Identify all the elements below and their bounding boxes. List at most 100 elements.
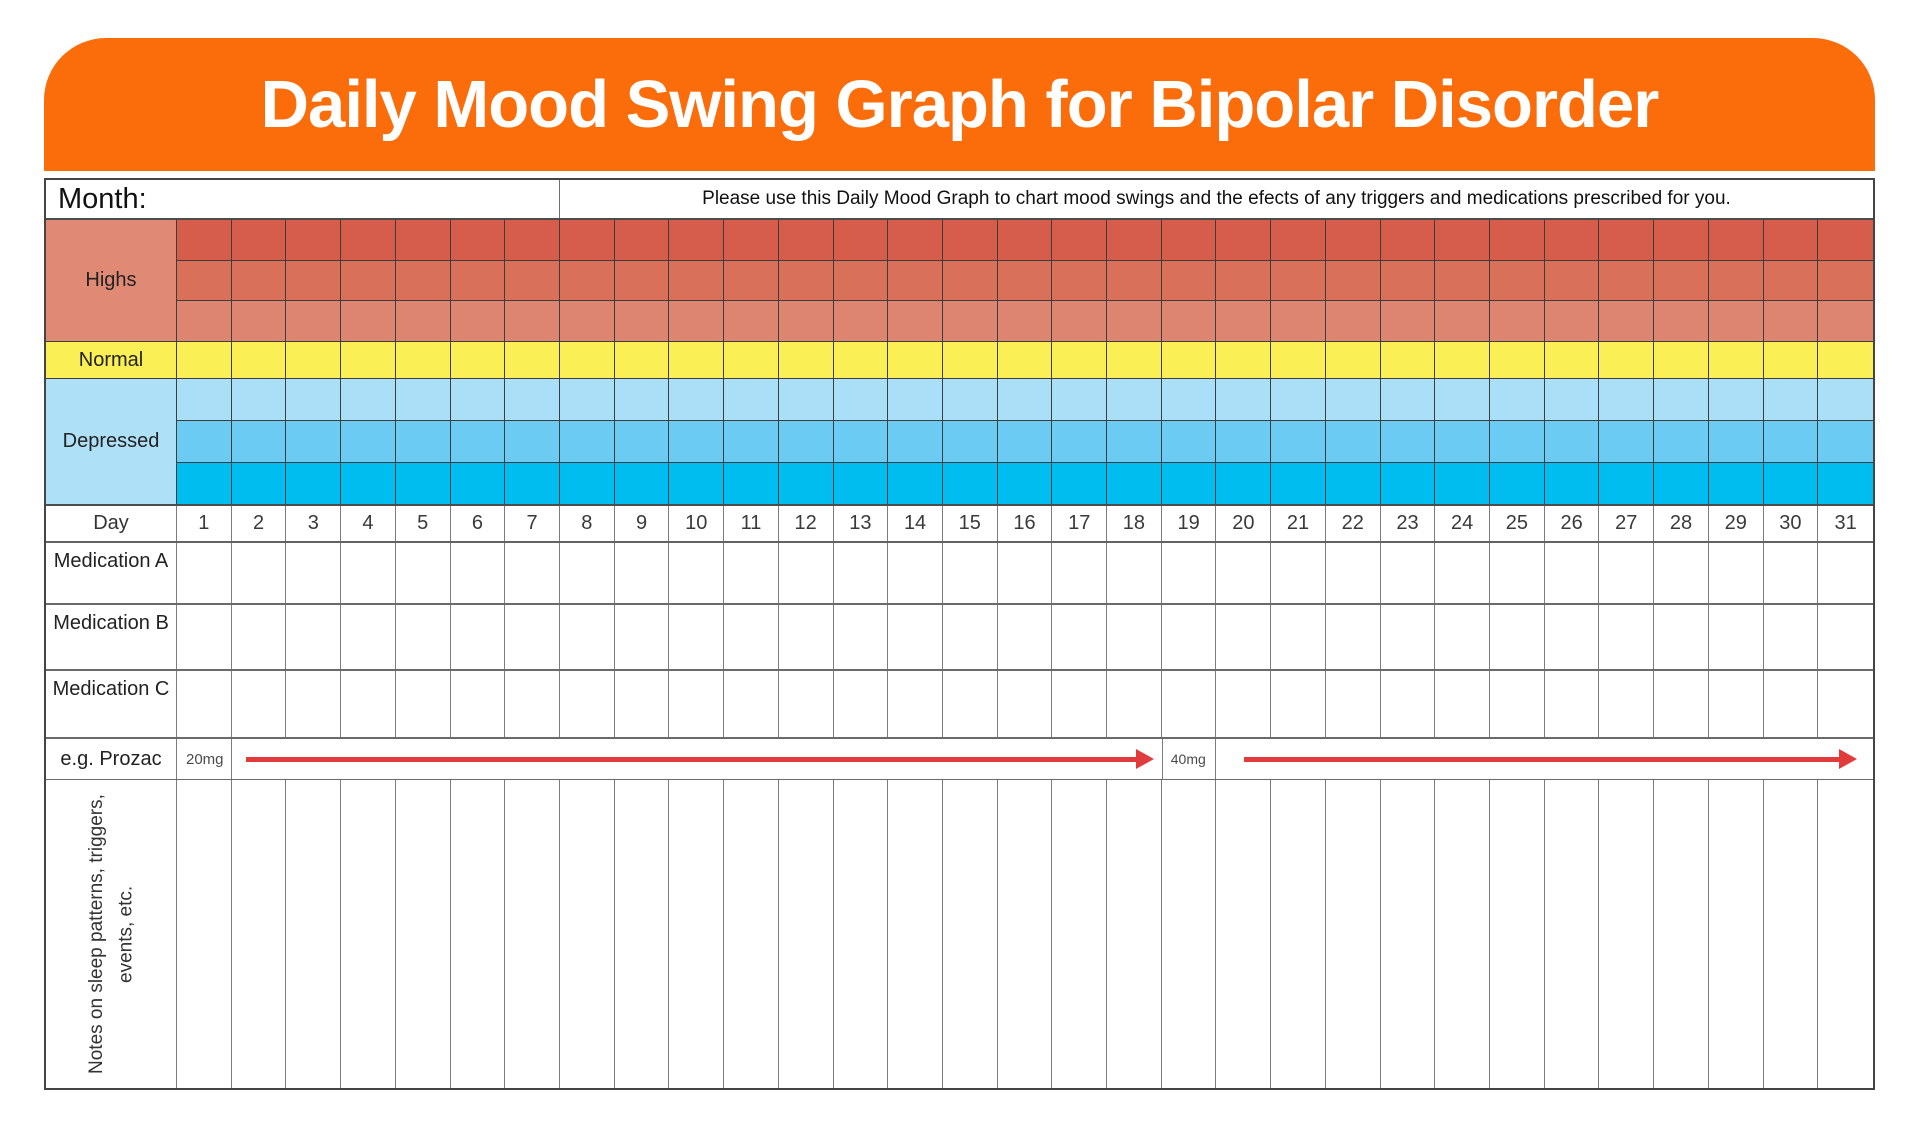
- mood-cell-normal[interactable]: [1435, 342, 1491, 378]
- medication-entry-cell[interactable]: [1435, 543, 1491, 603]
- mood-cell-depressed[interactable]: [1216, 463, 1272, 504]
- mood-cell-depressed[interactable]: [724, 463, 779, 504]
- mood-cell-high[interactable]: [943, 260, 998, 301]
- mood-cell-high[interactable]: [1326, 220, 1381, 260]
- mood-cell-depressed[interactable]: [177, 379, 232, 420]
- mood-cell-depressed[interactable]: [286, 421, 342, 462]
- mood-cell-depressed[interactable]: [1818, 463, 1873, 504]
- medication-entry-cell[interactable]: [341, 605, 396, 669]
- mood-cell-normal[interactable]: [724, 342, 779, 378]
- mood-cell-depressed[interactable]: [1326, 421, 1381, 462]
- mood-cell-depressed[interactable]: [451, 379, 506, 420]
- mood-cell-high[interactable]: [1764, 220, 1819, 260]
- mood-cell-high[interactable]: [341, 260, 396, 301]
- medication-entry-cell[interactable]: [1107, 543, 1162, 603]
- mood-cell-depressed[interactable]: [615, 421, 670, 462]
- mood-cell-high[interactable]: [1162, 260, 1217, 301]
- mood-cell-high[interactable]: [724, 301, 779, 342]
- notes-entry-cell[interactable]: [286, 780, 342, 1088]
- mood-cell-high[interactable]: [1326, 260, 1381, 301]
- mood-cell-high[interactable]: [1490, 260, 1545, 301]
- mood-cell-normal[interactable]: [779, 342, 834, 378]
- medication-entry-cell[interactable]: [1162, 543, 1217, 603]
- mood-cell-depressed[interactable]: [1107, 379, 1162, 420]
- medication-entry-cell[interactable]: [1107, 671, 1162, 737]
- mood-cell-high[interactable]: [943, 301, 998, 342]
- notes-entry-cell[interactable]: [779, 780, 834, 1088]
- mood-cell-normal[interactable]: [1216, 342, 1272, 378]
- mood-cell-high[interactable]: [1216, 220, 1272, 260]
- notes-entry-cell[interactable]: [1490, 780, 1545, 1088]
- mood-cell-normal[interactable]: [615, 342, 670, 378]
- medication-entry-cell[interactable]: [1764, 605, 1819, 669]
- medication-entry-cell[interactable]: [341, 671, 396, 737]
- medication-entry-cell[interactable]: [834, 671, 889, 737]
- notes-entry-cell[interactable]: [888, 780, 943, 1088]
- medication-entry-cell[interactable]: [1271, 543, 1326, 603]
- notes-entry-cell[interactable]: [1545, 780, 1600, 1088]
- mood-cell-high[interactable]: [1271, 301, 1326, 342]
- mood-cell-high[interactable]: [998, 260, 1053, 301]
- notes-entry-cell[interactable]: [1052, 780, 1108, 1088]
- medication-entry-cell[interactable]: [1545, 671, 1600, 737]
- medication-entry-cell[interactable]: [779, 543, 834, 603]
- medication-entry-cell[interactable]: [1271, 605, 1326, 669]
- mood-cell-high[interactable]: [341, 301, 396, 342]
- mood-cell-depressed[interactable]: [560, 379, 615, 420]
- medication-entry-cell[interactable]: [232, 543, 287, 603]
- mood-cell-high[interactable]: [232, 220, 287, 260]
- mood-cell-high[interactable]: [1709, 260, 1764, 301]
- mood-cell-high[interactable]: [505, 301, 560, 342]
- notes-entry-cell[interactable]: [1654, 780, 1709, 1088]
- medication-entry-cell[interactable]: [177, 605, 232, 669]
- mood-cell-depressed[interactable]: [998, 379, 1053, 420]
- medication-entry-cell[interactable]: [1381, 605, 1436, 669]
- mood-cell-depressed[interactable]: [1326, 463, 1381, 504]
- medication-entry-cell[interactable]: [1326, 543, 1381, 603]
- notes-entry-cell[interactable]: [1818, 780, 1873, 1088]
- medication-entry-cell[interactable]: [1052, 605, 1108, 669]
- mood-cell-normal[interactable]: [1052, 342, 1108, 378]
- mood-cell-high[interactable]: [834, 260, 889, 301]
- mood-cell-high[interactable]: [998, 301, 1053, 342]
- mood-cell-depressed[interactable]: [286, 379, 342, 420]
- mood-cell-high[interactable]: [451, 220, 506, 260]
- medication-entry-cell[interactable]: [1107, 605, 1162, 669]
- mood-cell-depressed[interactable]: [341, 421, 396, 462]
- medication-entry-cell[interactable]: [1490, 543, 1545, 603]
- notes-entry-cell[interactable]: [1326, 780, 1381, 1088]
- medication-entry-cell[interactable]: [1381, 671, 1436, 737]
- mood-cell-high[interactable]: [834, 220, 889, 260]
- mood-cell-high[interactable]: [505, 260, 560, 301]
- mood-cell-depressed[interactable]: [396, 463, 451, 504]
- notes-entry-cell[interactable]: [505, 780, 560, 1088]
- mood-cell-depressed[interactable]: [341, 463, 396, 504]
- notes-entry-cell[interactable]: [1764, 780, 1819, 1088]
- mood-cell-depressed[interactable]: [834, 421, 889, 462]
- mood-cell-high[interactable]: [396, 301, 451, 342]
- mood-cell-normal[interactable]: [341, 342, 396, 378]
- mood-cell-depressed[interactable]: [888, 421, 943, 462]
- medication-entry-cell[interactable]: [1162, 671, 1217, 737]
- medication-entry-cell[interactable]: [1435, 605, 1491, 669]
- mood-cell-depressed[interactable]: [1381, 463, 1436, 504]
- mood-cell-high[interactable]: [1052, 301, 1108, 342]
- mood-cell-depressed[interactable]: [669, 379, 725, 420]
- mood-cell-depressed[interactable]: [1381, 379, 1436, 420]
- mood-cell-high[interactable]: [669, 260, 725, 301]
- mood-cell-depressed[interactable]: [888, 379, 943, 420]
- mood-cell-high[interactable]: [1654, 260, 1709, 301]
- notes-entry-cell[interactable]: [560, 780, 615, 1088]
- medication-entry-cell[interactable]: [943, 543, 998, 603]
- notes-entry-cell[interactable]: [724, 780, 779, 1088]
- mood-cell-high[interactable]: [1435, 220, 1491, 260]
- notes-entry-cell[interactable]: [1216, 780, 1272, 1088]
- mood-cell-depressed[interactable]: [396, 421, 451, 462]
- mood-cell-depressed[interactable]: [834, 379, 889, 420]
- mood-cell-depressed[interactable]: [615, 379, 670, 420]
- mood-cell-high[interactable]: [1599, 260, 1655, 301]
- mood-cell-normal[interactable]: [1490, 342, 1545, 378]
- medication-entry-cell[interactable]: [1599, 671, 1655, 737]
- mood-cell-high[interactable]: [505, 220, 560, 260]
- mood-cell-depressed[interactable]: [1545, 379, 1600, 420]
